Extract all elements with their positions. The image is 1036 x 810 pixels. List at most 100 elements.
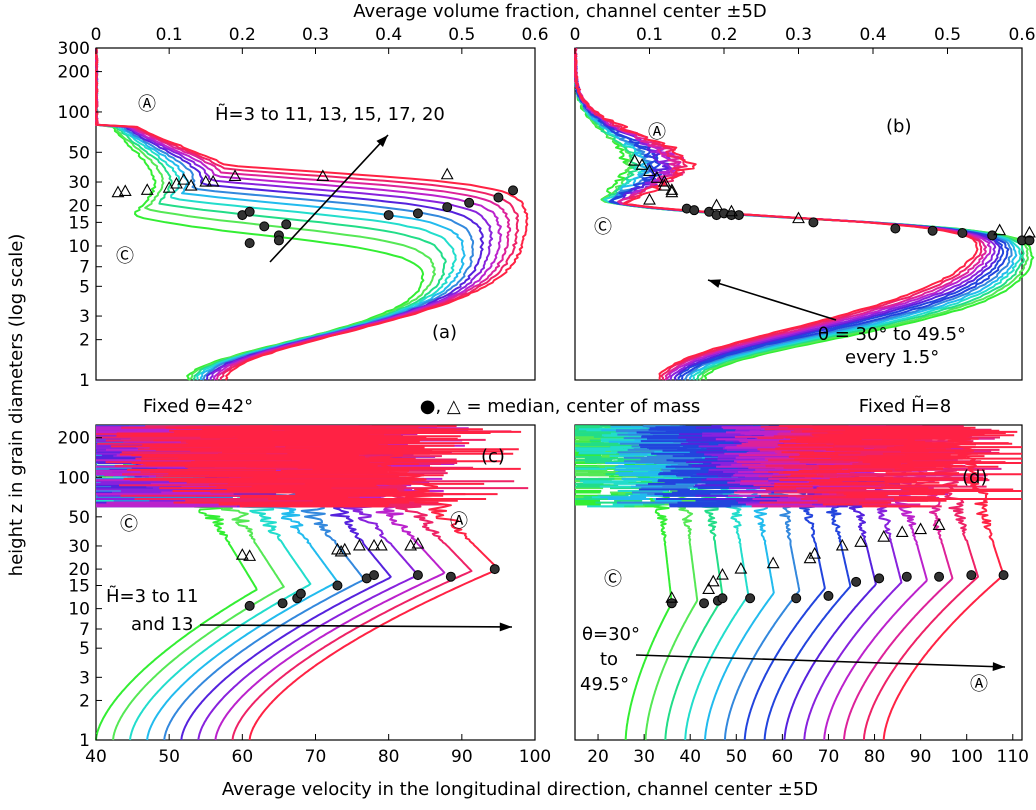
center-of-mass-marker bbox=[628, 153, 642, 166]
y-tick-label: 300 bbox=[58, 39, 90, 59]
median-marker bbox=[295, 588, 306, 599]
y-tick-label: 7 bbox=[79, 258, 90, 278]
center-of-mass-marker bbox=[643, 192, 656, 205]
arrow-head bbox=[708, 279, 721, 288]
y-tick-label: 2 bbox=[79, 691, 90, 711]
center-of-mass-marker bbox=[643, 164, 656, 176]
x-tick-label: 0.4 bbox=[859, 25, 886, 45]
annotation-line2: and 13 bbox=[131, 614, 194, 635]
median-marker bbox=[745, 593, 756, 604]
center-of-mass-marker bbox=[411, 536, 425, 549]
top-axis-title: Average volume fraction, channel center … bbox=[353, 1, 767, 22]
series-line bbox=[684, 444, 750, 741]
median-marker bbox=[464, 197, 475, 208]
center-of-mass-marker bbox=[650, 171, 664, 183]
x-tick-label: 0.3 bbox=[785, 25, 812, 45]
region-label: Ⓐ bbox=[450, 511, 468, 532]
x-tick-label: 100 bbox=[950, 747, 982, 767]
x-tick-label: 0.2 bbox=[710, 25, 737, 45]
y-tick-label: 3 bbox=[79, 307, 90, 327]
median-marker bbox=[851, 576, 862, 587]
center-of-mass-marker bbox=[352, 538, 366, 551]
median-marker bbox=[901, 571, 912, 582]
median-marker bbox=[927, 225, 938, 236]
y-tick-label: 20 bbox=[68, 197, 90, 217]
center-of-mass-marker bbox=[716, 567, 729, 580]
region-label: Ⓒ bbox=[604, 569, 622, 590]
center-of-mass-marker bbox=[914, 522, 928, 535]
y-tick-label: 50 bbox=[68, 508, 90, 528]
median-marker bbox=[699, 598, 710, 609]
center-of-mass-marker bbox=[665, 591, 679, 603]
center-of-mass-marker bbox=[877, 530, 891, 542]
panel-label: (c) bbox=[481, 446, 505, 467]
x-tick-label: 70 bbox=[305, 747, 327, 767]
y-tick-label: 200 bbox=[58, 429, 90, 449]
annotation-line3: 49.5° bbox=[580, 674, 629, 695]
median-marker bbox=[412, 208, 423, 219]
center-of-mass-marker bbox=[243, 549, 257, 561]
center-of-mass-marker bbox=[657, 178, 671, 191]
x-tick-label: 90 bbox=[910, 747, 932, 767]
median-marker bbox=[259, 221, 270, 232]
center-of-mass-marker bbox=[792, 211, 805, 224]
median-marker bbox=[823, 590, 834, 601]
y-tick-label: 30 bbox=[68, 537, 90, 557]
center-of-mass-marker bbox=[710, 198, 723, 211]
panel-label: (b) bbox=[886, 116, 911, 137]
x-tick-label: 0.3 bbox=[302, 25, 329, 45]
center-of-mass-marker bbox=[206, 174, 220, 187]
panel-label: (a) bbox=[432, 322, 457, 343]
median-marker bbox=[874, 573, 885, 584]
center-of-mass-marker bbox=[808, 546, 822, 559]
center-of-mass-marker bbox=[895, 525, 909, 538]
center-of-mass-marker bbox=[766, 556, 780, 569]
x-tick-label: 40 bbox=[85, 747, 107, 767]
median-marker bbox=[332, 580, 343, 591]
center-of-mass-marker bbox=[184, 178, 198, 191]
median-marker bbox=[244, 206, 255, 217]
trend-arrow bbox=[199, 624, 513, 628]
center-of-mass-marker bbox=[374, 538, 388, 551]
x-tick-label: 60 bbox=[232, 747, 254, 767]
surface-band bbox=[773, 425, 1022, 508]
center-of-mass-marker bbox=[338, 542, 352, 555]
median-marker bbox=[957, 227, 968, 238]
median-marker bbox=[808, 217, 819, 228]
region-label: Ⓒ bbox=[120, 514, 138, 535]
region-label: Ⓐ bbox=[138, 94, 156, 115]
center-of-mass-marker bbox=[1023, 225, 1036, 238]
x-tick-label: 0.6 bbox=[1008, 25, 1035, 45]
y-tick-label: 100 bbox=[58, 103, 90, 123]
center-of-mass-marker bbox=[199, 174, 213, 187]
series-line bbox=[803, 438, 903, 741]
median-marker bbox=[689, 205, 700, 216]
x-tick-label: 30 bbox=[633, 747, 655, 767]
annotation: θ = 30° to 49.5° bbox=[818, 324, 966, 345]
x-tick-label: 0.2 bbox=[229, 25, 256, 45]
x-tick-label: 60 bbox=[772, 747, 794, 767]
median-marker bbox=[281, 219, 292, 230]
annotation-line2: to bbox=[600, 649, 618, 670]
annotation: H̃=3 to 11 bbox=[106, 586, 199, 607]
y-tick-label: 7 bbox=[79, 620, 90, 640]
panel-d: 20 30 40 50 60 70 80 90 100 110 (d) θ=30° to 49.5° Ⓐ Ⓒ bbox=[574, 424, 1029, 767]
y-tick-label: 2 bbox=[79, 331, 90, 351]
x-tick-label: 0.5 bbox=[448, 25, 475, 45]
x-tick-label: 40 bbox=[679, 747, 701, 767]
center-of-mass-marker bbox=[725, 204, 738, 217]
region-label: Ⓐ bbox=[970, 674, 988, 695]
region-label: Ⓐ bbox=[648, 122, 666, 143]
median-marker bbox=[733, 210, 744, 221]
x-tick-label: 0.4 bbox=[375, 25, 402, 45]
region-label: Ⓒ bbox=[594, 217, 612, 238]
median-marker bbox=[442, 202, 453, 213]
y-tick-label: 10 bbox=[68, 237, 90, 257]
y-tick-label: 200 bbox=[58, 63, 90, 83]
center-of-mass-marker bbox=[235, 548, 249, 560]
y-axis-title: height z in grain diameters (log scale) bbox=[6, 234, 27, 577]
center-of-mass-marker bbox=[706, 574, 720, 587]
series-line bbox=[882, 434, 1005, 740]
trend-arrow bbox=[635, 654, 1006, 668]
